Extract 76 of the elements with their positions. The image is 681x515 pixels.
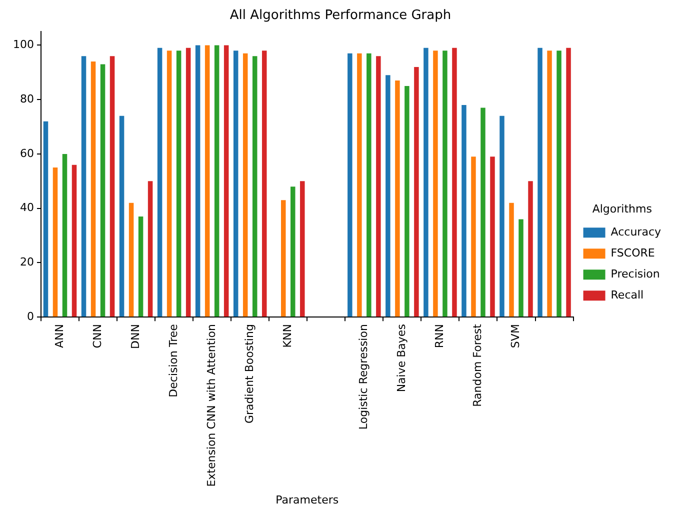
bar [166,50,172,317]
bar [204,45,210,317]
legend-label: Accuracy [610,225,662,238]
bar [357,53,362,317]
bar [176,50,182,317]
bar [195,45,200,317]
bar [214,45,220,317]
x-tick-label: CNN [90,324,104,348]
bar [72,164,77,317]
bar [224,45,229,317]
bar [281,200,286,317]
bar [442,50,448,317]
bar [404,86,410,317]
bar [386,75,390,317]
bar [262,50,267,317]
bar [62,154,68,317]
legend-label: Precision [610,267,660,280]
x-tick-label: Extension CNN with Attention [204,324,218,487]
legend-label: Recall [610,288,644,302]
bar [252,56,258,317]
bar [290,186,296,317]
bar [119,116,124,317]
y-tick-label: 100 [12,38,34,52]
bar [138,216,144,317]
bar [480,108,486,317]
bar [452,48,457,317]
bar [242,53,248,317]
bar [414,66,419,317]
bar [148,181,153,317]
bar [471,156,476,317]
x-tick-label: Gradient Boosting [242,324,256,424]
bar [462,105,466,317]
x-axis-title: Parameters [276,493,339,506]
bar [186,48,191,317]
bar [376,56,381,317]
bar [366,53,372,317]
bar [547,50,552,317]
bar [566,48,571,317]
x-tick-label: DNN [128,324,142,350]
x-tick-label: Logistic Regression [357,324,370,430]
x-tick-label: Decision Tree [166,324,180,398]
bar [300,181,305,317]
bar [518,219,524,317]
bar [100,64,106,317]
bar [433,50,438,317]
bar [500,116,504,317]
bar [233,50,238,317]
x-tick-label: KNN [280,324,294,348]
bar [348,53,352,317]
bar [528,181,533,317]
bar [509,202,514,317]
bar [90,62,96,317]
bar [556,50,562,317]
x-tick-label: RNN [433,324,446,348]
x-tick-label: Naive Bayes [395,324,408,392]
x-tick-label: ANN [52,324,66,348]
y-tick-label: 60 [20,146,34,160]
bar [490,156,495,317]
y-tick-label: 20 [20,256,34,269]
legend-title: Algorithms [592,202,652,216]
bar [424,48,428,317]
bar [43,121,48,317]
legend-label: FSCORE [610,246,655,260]
x-tick-label: SVM [509,324,522,348]
y-tick-label: 40 [20,201,34,214]
bar [128,202,134,317]
bar [395,80,400,317]
bar [52,168,58,317]
bar [110,56,115,317]
chart-title: All Algorithms Performance Graph [230,8,452,24]
bar [538,48,542,317]
y-tick-label: 0 [26,310,34,323]
x-tick-label: Random Forest [471,323,484,407]
bar [157,48,162,317]
bar [81,56,86,317]
y-tick-label: 80 [20,92,34,106]
